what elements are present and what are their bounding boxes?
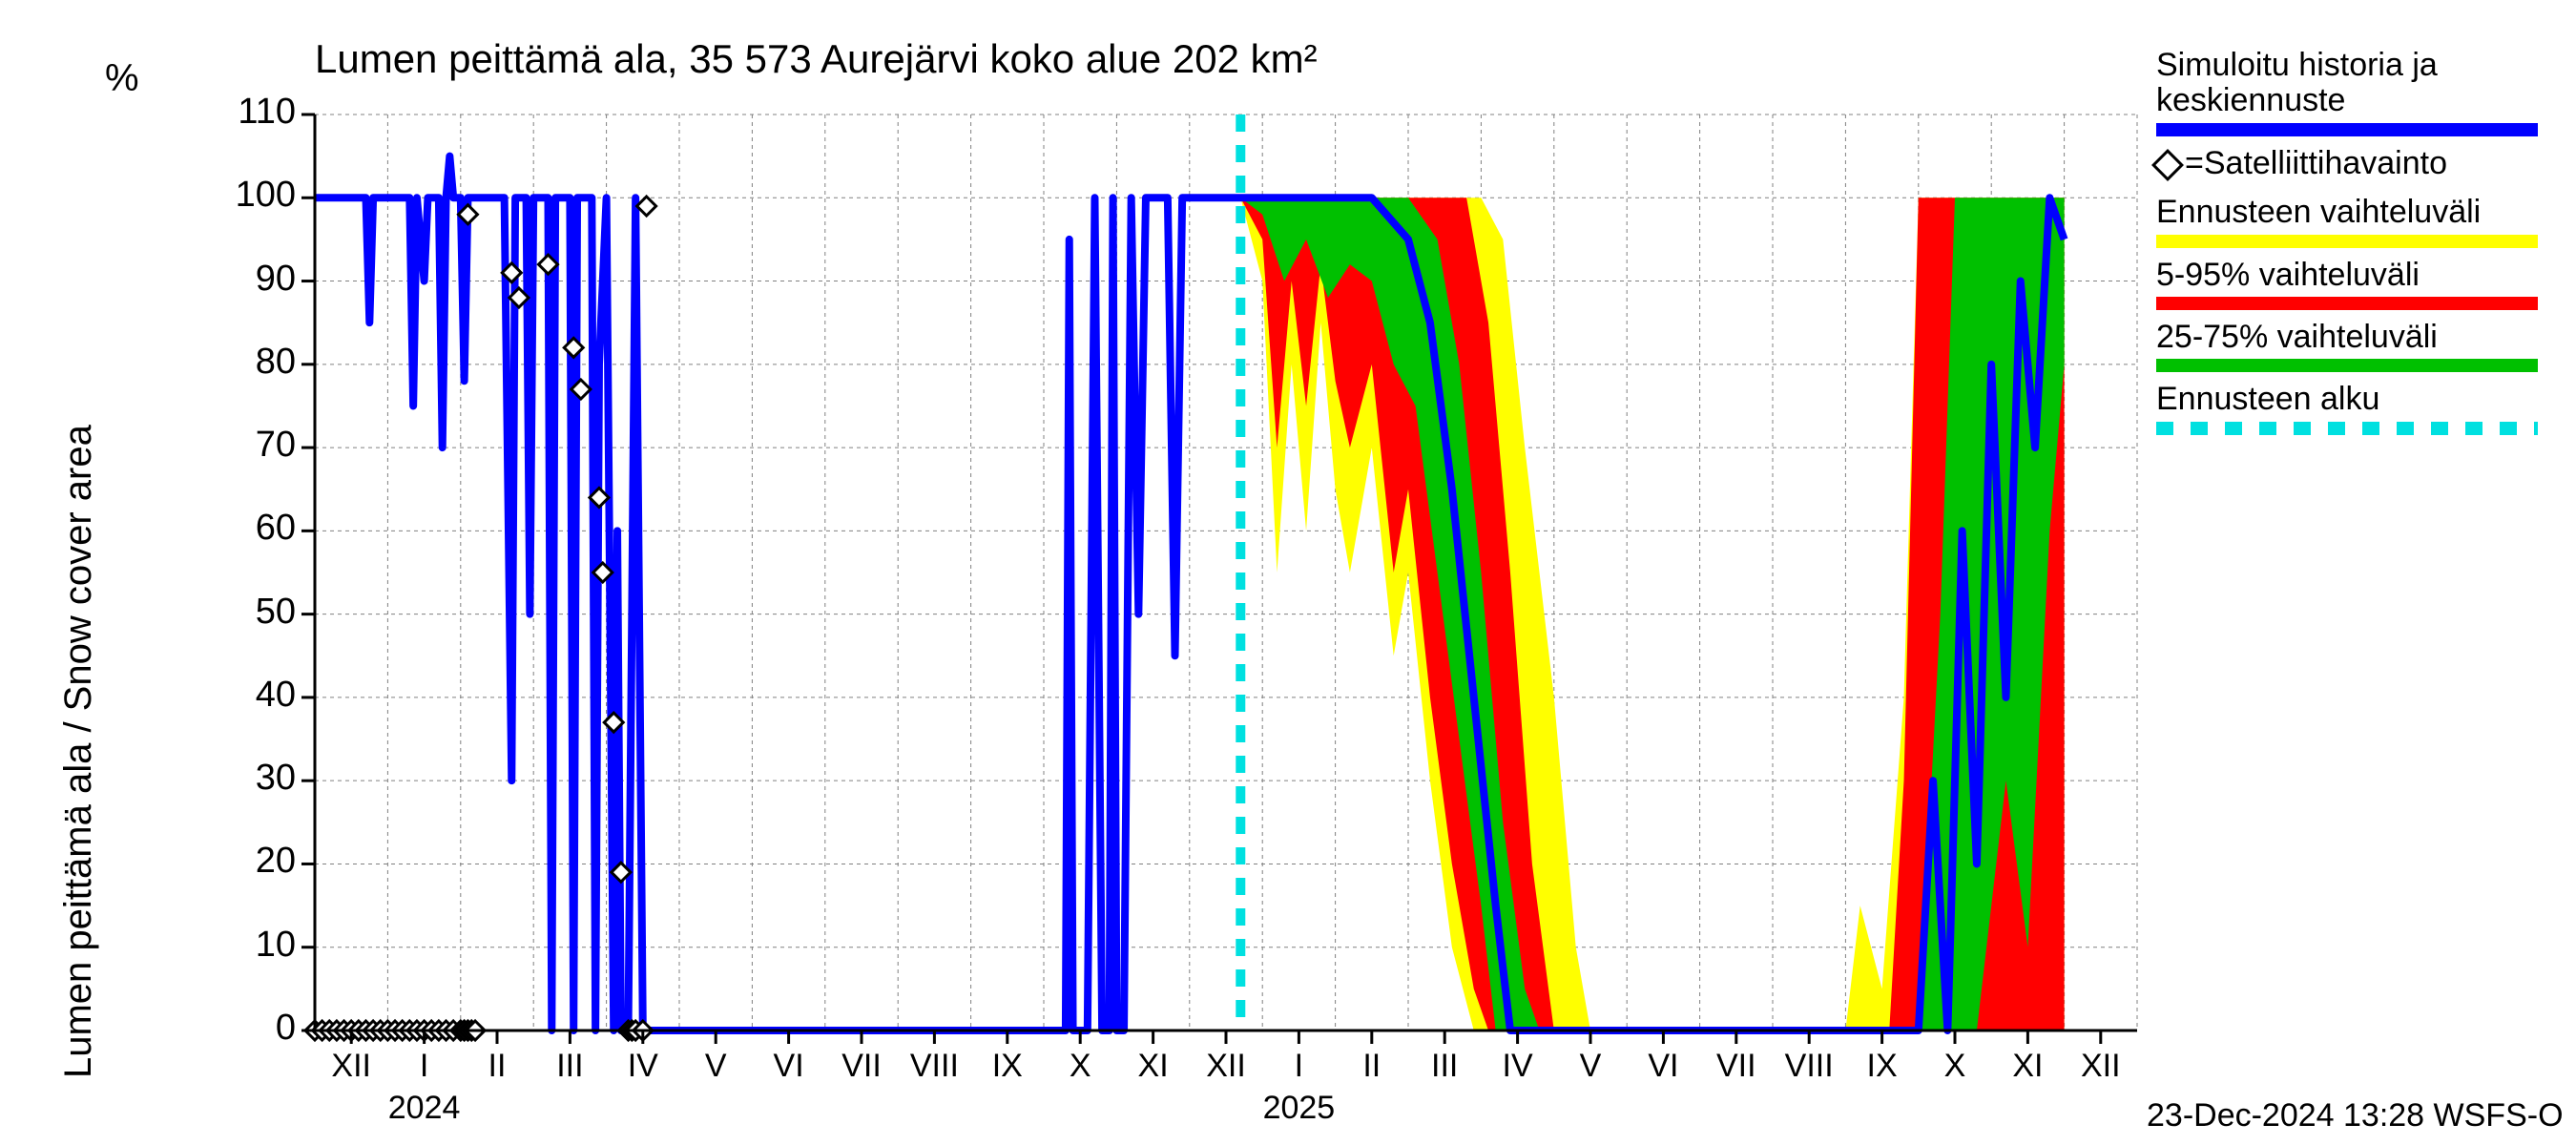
x-tick-label: I — [1295, 1048, 1303, 1085]
x-tick-label: V — [1580, 1048, 1602, 1085]
x-tick-label: II — [1362, 1048, 1381, 1085]
x-tick-label: XI — [2012, 1048, 2043, 1085]
x-tick-label: XII — [2081, 1048, 2121, 1085]
legend-text: keskiennuste — [2156, 83, 2538, 118]
y-tick-label: 60 — [219, 508, 296, 549]
x-tick-label: V — [705, 1048, 727, 1085]
y-tick-label: 110 — [219, 92, 296, 133]
legend-text: =Satelliittihavainto — [2156, 146, 2538, 181]
legend-text: Ennusteen alku — [2156, 382, 2538, 417]
x-tick-label: IX — [1867, 1048, 1898, 1085]
legend-item: Ennusteen vaihteluväli — [2156, 195, 2538, 247]
x-tick-label: IV — [1503, 1048, 1533, 1085]
y-axis-label: Lumen peittämä ala / Snow cover area — [57, 425, 100, 1078]
legend-item: Simuloitu historia jakeskiennuste — [2156, 48, 2538, 136]
legend-swatch — [2156, 422, 2538, 435]
x-tick-label: IV — [628, 1048, 658, 1085]
x-tick-label: III — [556, 1048, 583, 1085]
y-tick-label: 100 — [219, 175, 296, 216]
x-tick-label: X — [1070, 1048, 1091, 1085]
y-tick-label: 30 — [219, 758, 296, 799]
legend-text: 25-75% vaihteluväli — [2156, 320, 2538, 355]
y-tick-label: 70 — [219, 425, 296, 466]
legend: Simuloitu historia jakeskiennuste =Satell… — [2156, 48, 2538, 445]
legend-swatch — [2156, 123, 2538, 136]
x-tick-label: XI — [1138, 1048, 1169, 1085]
y-tick-label: 40 — [219, 675, 296, 716]
x-tick-label: II — [488, 1048, 507, 1085]
x-tick-label: XII — [1206, 1048, 1246, 1085]
chart-container: Lumen peittämä ala, 35 573 Aurejärvi kok… — [0, 0, 2576, 1145]
legend-item: 5-95% vaihteluväli — [2156, 258, 2538, 310]
y-tick-label: 20 — [219, 841, 296, 882]
x-year-label: 2025 — [1263, 1090, 1336, 1127]
y-tick-label: 10 — [219, 925, 296, 966]
x-tick-label: VII — [841, 1048, 882, 1085]
x-tick-label: I — [420, 1048, 428, 1085]
x-tick-label: VII — [1716, 1048, 1756, 1085]
legend-text: 5-95% vaihteluväli — [2156, 258, 2538, 293]
y-tick-label: 50 — [219, 592, 296, 633]
legend-text: Ennusteen vaihteluväli — [2156, 195, 2538, 230]
chart-title: Lumen peittämä ala, 35 573 Aurejärvi kok… — [315, 36, 1318, 82]
legend-swatch — [2156, 235, 2538, 248]
legend-item: Ennusteen alku — [2156, 382, 2538, 434]
x-tick-label: XII — [331, 1048, 371, 1085]
y-tick-label: 0 — [219, 1008, 296, 1049]
x-tick-label: IX — [992, 1048, 1023, 1085]
x-tick-label: X — [1944, 1048, 1966, 1085]
x-tick-label: VI — [1648, 1048, 1678, 1085]
y-axis-unit: % — [105, 57, 139, 100]
legend-item: =Satelliittihavainto — [2156, 146, 2538, 191]
y-tick-label: 80 — [219, 342, 296, 383]
x-tick-label: III — [1431, 1048, 1458, 1085]
x-tick-label: VI — [774, 1048, 804, 1085]
legend-item: 25-75% vaihteluväli — [2156, 320, 2538, 372]
x-tick-label: VIII — [1785, 1048, 1834, 1085]
y-tick-label: 90 — [219, 259, 296, 300]
timestamp-footer: 23-Dec-2024 13:28 WSFS-O — [2147, 1097, 2564, 1135]
x-tick-label: VIII — [910, 1048, 959, 1085]
chart-plot — [315, 114, 2137, 1030]
legend-swatch — [2156, 297, 2538, 310]
diamond-icon — [2151, 149, 2184, 181]
x-year-label: 2024 — [388, 1090, 461, 1127]
legend-swatch — [2156, 359, 2538, 372]
legend-text: Simuloitu historia ja — [2156, 48, 2538, 83]
